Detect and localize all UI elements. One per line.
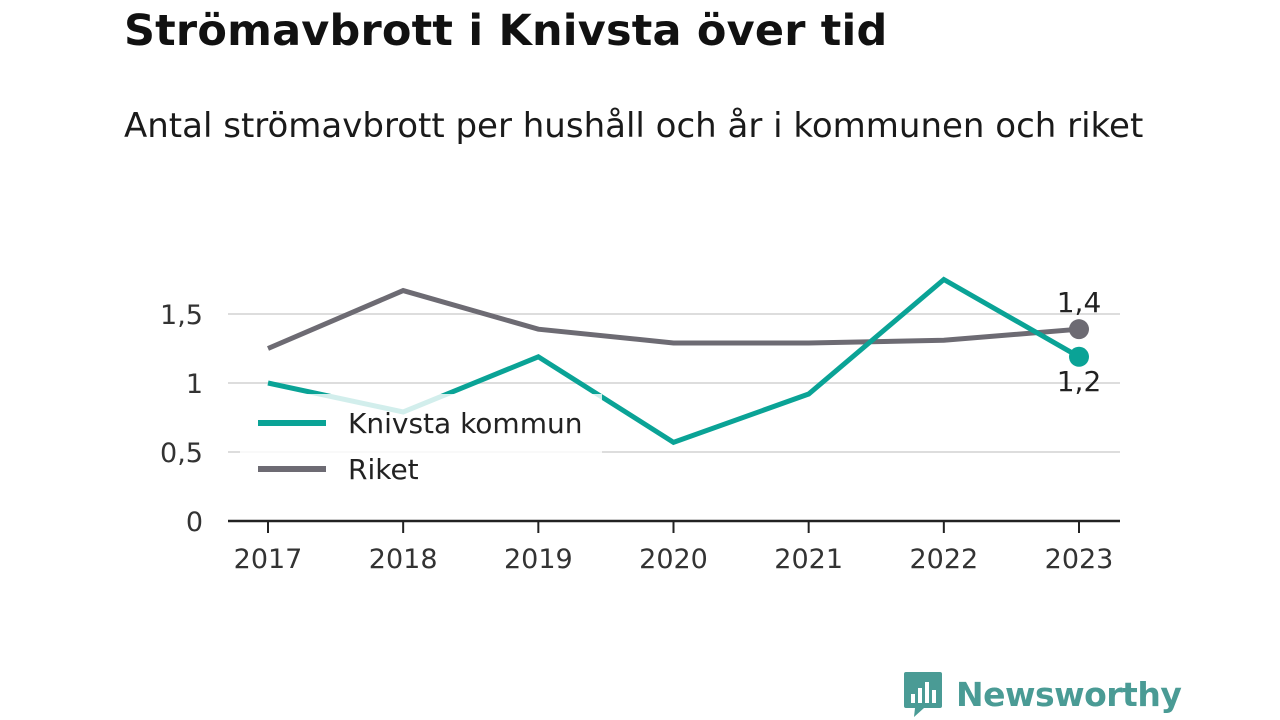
legend-label: Riket [348, 453, 419, 486]
y-tick-label: 1,5 [160, 300, 203, 331]
bar-chart-speech-icon [904, 672, 942, 717]
end-label: 1,2 [1057, 365, 1102, 398]
legend-background [240, 394, 602, 504]
end-marker [1069, 346, 1089, 367]
x-tick-label: 2018 [369, 544, 438, 575]
x-tick-label: 2022 [909, 544, 978, 575]
chart-subtitle: Antal strömavbrott per hushåll och år i … [124, 106, 1144, 146]
x-tick-label: 2017 [234, 544, 303, 575]
end-labels: 1,2 1,4 [1057, 286, 1102, 398]
end-marker [1069, 319, 1089, 340]
newsworthy-logo: Newsworthy [902, 670, 1182, 718]
y-axis-ticks: 0 0,5 1 1,5 [160, 300, 203, 538]
x-tick-label: 2019 [504, 544, 573, 575]
brand-name: Newsworthy [956, 674, 1182, 714]
y-tick-label: 1 [186, 369, 203, 400]
x-tick-label: 2023 [1045, 544, 1114, 575]
y-tick-label: 0,5 [160, 438, 203, 469]
x-tick-label: 2020 [639, 544, 708, 575]
legend-label: Knivsta kommun [348, 407, 582, 440]
x-tick-label: 2021 [774, 544, 843, 575]
end-label: 1,4 [1057, 286, 1102, 319]
chart-title: Strömavbrott i Knivsta över tid [124, 6, 888, 56]
y-tick-label: 0 [186, 507, 203, 538]
x-axis: 2017 2018 2019 2020 2021 2022 2023 [228, 519, 1120, 575]
series-line-riket [267, 287, 1080, 351]
legend: Knivsta kommun Riket [240, 394, 602, 504]
